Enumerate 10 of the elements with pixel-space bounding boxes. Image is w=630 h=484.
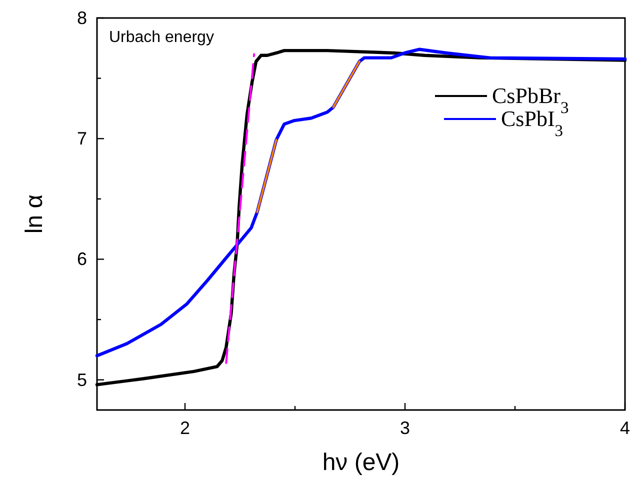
y-axis-title: ln α: [21, 194, 48, 234]
annotation: Urbach energy: [109, 29, 214, 46]
y-tick-label: 5: [76, 370, 87, 390]
y-tick-label: 8: [76, 8, 87, 28]
x-axis-title: hν (eV): [322, 449, 400, 476]
y-tick-label: 7: [76, 128, 87, 149]
x-tick-label: 4: [620, 418, 630, 438]
y-tick-label: 6: [76, 249, 87, 270]
x-tick-label: 3: [400, 418, 410, 438]
x-tick-label: 2: [180, 418, 190, 438]
